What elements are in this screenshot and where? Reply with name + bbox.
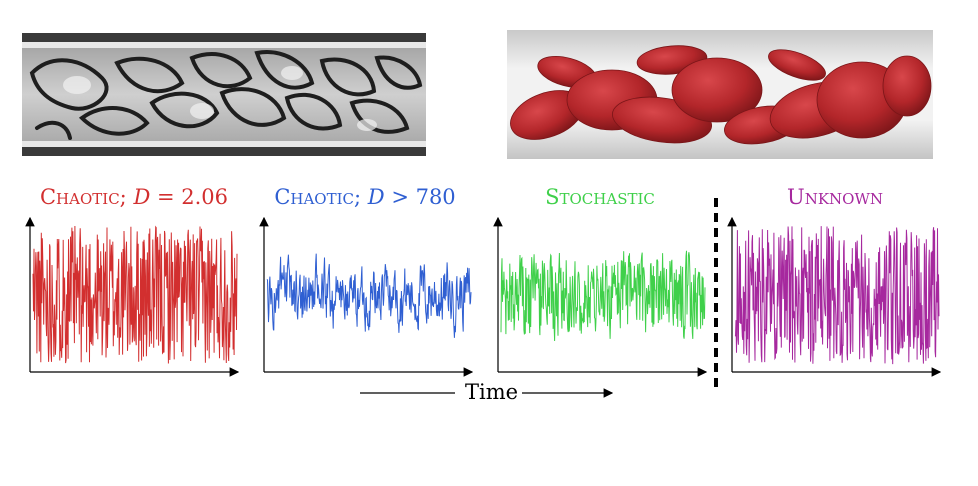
title-chaotic-high-symbol: D: [367, 185, 385, 209]
title-chaotic-low-relation: = 2.06: [156, 185, 228, 209]
time-axis-label: Time: [465, 380, 519, 404]
plot-chaotic-high: [259, 216, 474, 377]
title-chaotic-high: Chaotic; D > 780: [265, 185, 465, 209]
title-stochastic: Stochastic: [500, 185, 700, 209]
title-chaotic-high-relation: > 780: [391, 185, 456, 209]
title-chaotic-high-word: Chaotic;: [274, 185, 362, 209]
series-chaotic-high: [266, 253, 472, 338]
title-chaotic-low: Chaotic; D = 2.06: [34, 185, 234, 209]
simulation-render: [507, 30, 933, 159]
plot-unknown: [727, 216, 942, 377]
title-unknown: Unknown: [735, 185, 935, 209]
series-unknown: [734, 226, 940, 365]
title-chaotic-low-word: Chaotic;: [39, 185, 127, 209]
series-chaotic-low: [32, 225, 238, 364]
series-stochastic: [500, 250, 706, 342]
plot-chaotic-low: [25, 216, 240, 377]
title-unknown-word: Unknown: [787, 185, 883, 209]
microscopy-image: [22, 33, 426, 156]
title-stochastic-word: Stochastic: [545, 185, 655, 209]
plot-stochastic: [493, 216, 708, 377]
title-chaotic-low-symbol: D: [133, 185, 151, 209]
